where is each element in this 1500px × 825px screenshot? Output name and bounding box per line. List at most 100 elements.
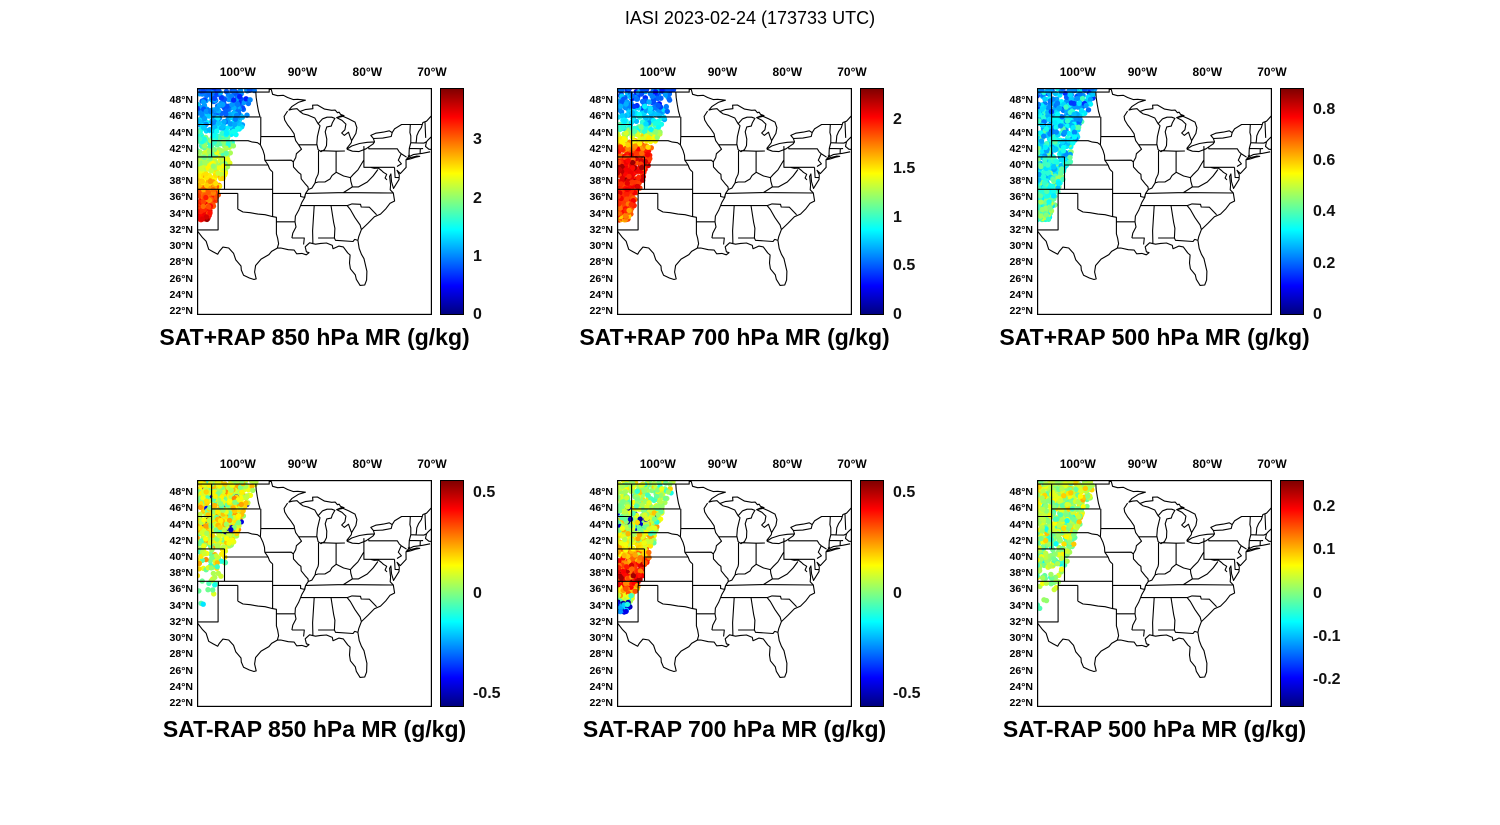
lat-tick-label: 22°N [589, 696, 613, 709]
map-panel: 100°W 90°W 80°W 70°W 48°N 46°N 44°N 42°N 40°N 38°… [583, 457, 921, 742]
lat-tick-label: 34°N [1009, 599, 1033, 612]
lat-tick-label: 36°N [169, 583, 193, 596]
map-canvas [1037, 480, 1272, 707]
colorbar-tick-label: -0.5 [473, 684, 501, 702]
lat-tick-label: 40°N [169, 159, 193, 171]
lat-tick-label: 46°N [169, 502, 193, 515]
lat-tick-label: 32°N [589, 223, 613, 236]
lat-tick-label: 40°N [1009, 159, 1033, 171]
lat-tick-label: 28°N [589, 256, 613, 269]
colorbar-tick-label: 0 [1313, 584, 1322, 602]
colorbar-gradient [440, 480, 464, 707]
lat-tick-label: 28°N [589, 648, 613, 661]
lat-tick-label: 42°N [1009, 534, 1033, 547]
colorbar-tick-label: 0.2 [1313, 497, 1336, 515]
map-panel: 100°W 90°W 80°W 70°W 48°N 46°N 44°N 42°N 40°N 38°… [1003, 457, 1341, 742]
lat-tick-label: 40°N [1009, 551, 1033, 563]
colorbar-tick-label: 0 [893, 306, 902, 323]
colorbar-gradient [1280, 480, 1304, 707]
panel-title: SAT+RAP 500 hPa MR (g/kg) [999, 324, 1310, 350]
lat-tick-label: 36°N [1009, 191, 1033, 204]
colorbar-tick-label: 0 [893, 584, 902, 602]
colorbar: 2 1.5 1 0.5 0 [860, 88, 915, 323]
colorbar-tick-label: 0 [473, 584, 482, 602]
lat-tick-label: 34°N [169, 207, 193, 220]
lat-tick-label: 30°N [169, 240, 193, 253]
lon-tick-label: 80°W [772, 457, 803, 471]
panel-title: SAT+RAP 700 hPa MR (g/kg) [579, 324, 890, 350]
colorbar-tick-label: 0 [473, 306, 482, 323]
map-panel: 100°W 90°W 80°W 70°W 48°N 46°N 44°N 42°N 40°N 38°… [579, 65, 915, 350]
lat-tick-label: 38°N [169, 567, 193, 580]
lat-tick-label: 26°N [169, 664, 193, 677]
lat-tick-label: 38°N [1009, 175, 1033, 188]
lon-tick-label: 100°W [219, 457, 256, 471]
lat-tick-label: 22°N [589, 304, 613, 317]
lon-tick-label: 100°W [1059, 65, 1096, 79]
map-canvas [617, 480, 852, 707]
lat-tick-label: 44°N [169, 126, 193, 139]
lat-tick-label: 24°N [169, 680, 193, 693]
map-frame [617, 88, 852, 315]
lat-tick-label: 42°N [589, 534, 613, 547]
lat-tick-label: 26°N [169, 272, 193, 285]
colorbar-tick-label: 0.5 [893, 484, 916, 502]
lon-tick-label: 90°W [287, 65, 318, 79]
lon-tick-label: 100°W [639, 65, 676, 79]
lat-tick-label: 38°N [1009, 567, 1033, 580]
map-panel: 100°W 90°W 80°W 70°W 48°N 46°N 44°N 42°N 40°N 38°… [159, 65, 482, 350]
scatter-dots [197, 480, 259, 607]
lat-tick-label: 22°N [169, 304, 193, 317]
colorbar: 0.8 0.6 0.4 0.2 0 [1280, 88, 1335, 323]
colorbar: 0.5 0 -0.5 [440, 480, 501, 707]
lat-tick-label: 44°N [1009, 126, 1033, 139]
colorbar-tick-label: 0.4 [1313, 203, 1336, 221]
colorbar: 0.5 0 -0.5 [860, 480, 921, 707]
lat-tick-label: 32°N [1009, 223, 1033, 236]
map-panel: 100°W 90°W 80°W 70°W 48°N 46°N 44°N 42°N 40°N 38°… [999, 65, 1335, 350]
lon-tick-label: 90°W [1127, 457, 1158, 471]
lat-tick-label: 48°N [169, 94, 193, 107]
lon-tick-label: 80°W [1192, 65, 1223, 79]
colorbar-tick-label: 2 [893, 111, 902, 129]
colorbar-tick-label: 0.5 [893, 257, 916, 275]
lon-tick-label: 100°W [639, 457, 676, 471]
lat-tick-label: 24°N [589, 680, 613, 693]
colorbar-gradient [860, 480, 884, 707]
lat-tick-label: 34°N [589, 207, 613, 220]
lat-tick-label: 24°N [1009, 288, 1033, 301]
lat-tick-label: 42°N [169, 142, 193, 155]
colorbar-tick-label: -0.1 [1313, 627, 1341, 645]
lon-tick-label: 90°W [707, 65, 738, 79]
map-canvas [197, 88, 432, 315]
panel-title: SAT-RAP 500 hPa MR (g/kg) [1002, 716, 1307, 742]
map-frame [197, 480, 432, 707]
lat-tick-label: 28°N [169, 256, 193, 269]
colorbar-tick-label: -0.5 [893, 684, 921, 702]
lat-tick-label: 48°N [1009, 486, 1033, 499]
lat-tick-label: 32°N [169, 223, 193, 236]
map-canvas [1037, 88, 1272, 315]
lat-tick-label: 42°N [1009, 142, 1033, 155]
colorbar-tick-label: 0.5 [473, 484, 496, 502]
lat-tick-label: 26°N [589, 664, 613, 677]
scatter-dots [197, 88, 257, 223]
lat-tick-label: 26°N [1009, 664, 1033, 677]
colorbar: 3 2 1 0 [440, 88, 482, 323]
colorbar-tick-label: 1.5 [893, 159, 916, 177]
lat-tick-label: 38°N [169, 175, 193, 188]
map-canvas [617, 88, 852, 315]
lon-tick-label: 70°W [1257, 457, 1287, 471]
scatter-dots [1037, 88, 1098, 223]
colorbar-gradient [440, 88, 464, 315]
map-frame [1037, 88, 1272, 315]
colorbar-tick-label: 1 [473, 247, 482, 265]
lat-tick-label: 26°N [1009, 272, 1033, 285]
lat-tick-label: 30°N [1009, 632, 1033, 645]
lat-tick-label: 44°N [169, 518, 193, 531]
panel-title: SAT-RAP 850 hPa MR (g/kg) [162, 716, 467, 742]
lat-tick-label: 40°N [589, 551, 613, 563]
lat-tick-label: 48°N [1009, 94, 1033, 107]
lon-tick-label: 90°W [287, 457, 318, 471]
